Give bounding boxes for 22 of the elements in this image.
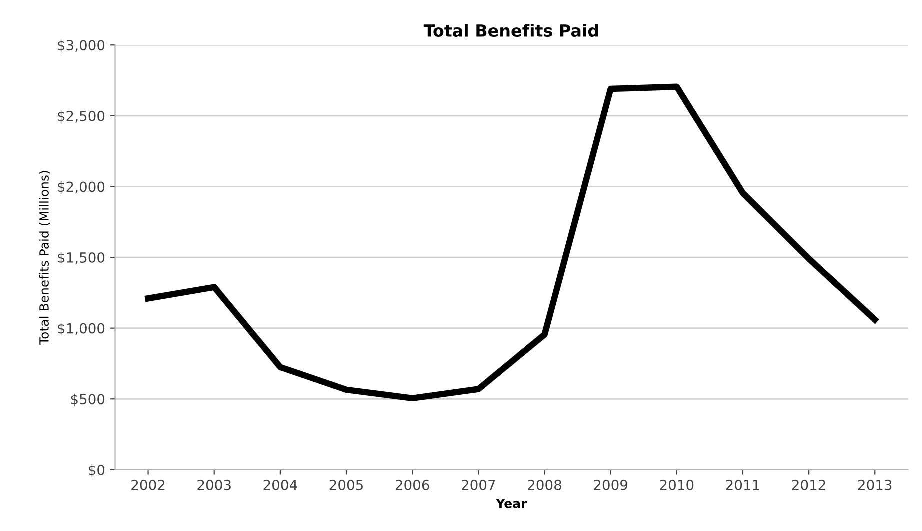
y-tick-label: $1,000	[58, 323, 105, 336]
y-axis-title: Total Benefits Paid (Millions)	[39, 171, 50, 345]
x-tick-label: 2002	[132, 480, 165, 490]
x-tick-label: 2009	[594, 480, 628, 490]
chart-title: Total Benefits Paid	[424, 24, 598, 38]
x-tick-label: 2006	[396, 480, 430, 490]
x-axis-title: Year	[496, 499, 528, 508]
y-tick-label: $1,500	[58, 252, 105, 265]
x-tick-label: 2003	[198, 480, 231, 490]
x-tick-label: 2007	[462, 480, 496, 490]
x-tick-label: 2011	[726, 480, 760, 490]
y-tick-label: $500	[71, 394, 105, 406]
y-tick-label: $2,000	[58, 181, 105, 194]
x-tick-label: 2005	[330, 480, 363, 490]
x-tick-label: 2008	[528, 480, 562, 490]
x-tick-label: 2004	[264, 480, 298, 490]
x-tick-label: 2012	[792, 480, 826, 490]
y-tick-label: $2,500	[58, 110, 105, 124]
y-tick-label: $3,000	[58, 40, 105, 52]
x-tick-label: 2013	[858, 480, 892, 490]
y-tick-label: $0	[89, 464, 105, 478]
x-tick-label: 2010	[660, 480, 694, 490]
